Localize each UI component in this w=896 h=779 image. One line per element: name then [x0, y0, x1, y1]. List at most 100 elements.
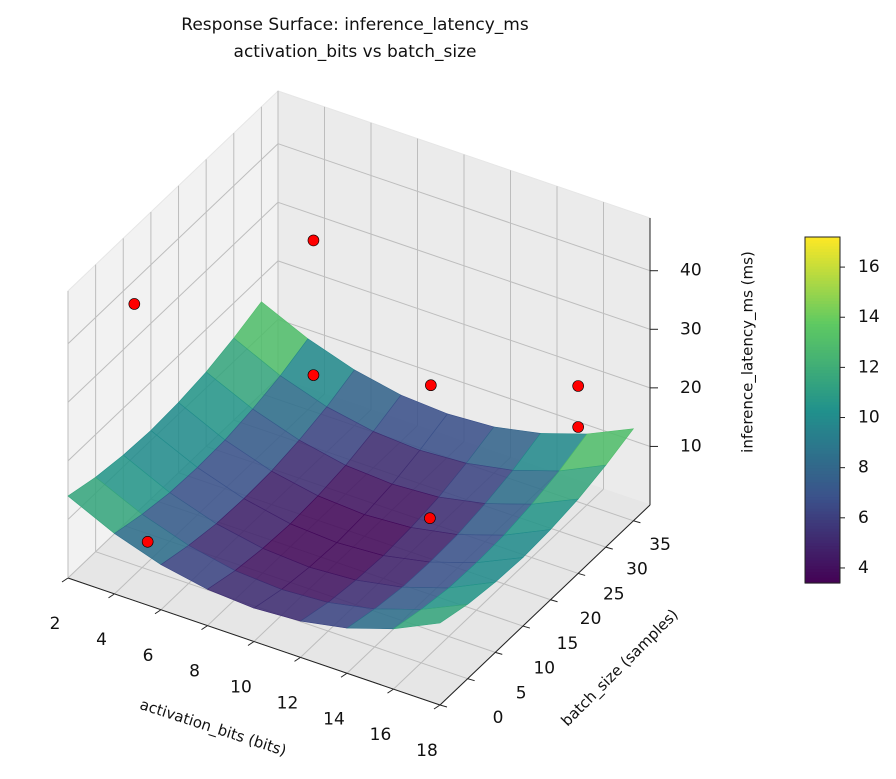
axis-line — [439, 504, 651, 706]
colorbar-cell — [805, 366, 840, 371]
y-tick-label: 10 — [533, 659, 555, 679]
colorbar-cell — [805, 487, 840, 492]
colorbar-cell — [805, 300, 840, 304]
y-tick — [495, 651, 503, 655]
colorbar-cell — [805, 314, 840, 319]
colorbar-cell — [805, 309, 840, 313]
colorbar-cell — [805, 372, 840, 376]
colorbar-cell — [805, 557, 840, 561]
colorbar-cell — [805, 384, 840, 388]
colorbar-cell — [805, 493, 840, 498]
colorbar-cell — [805, 522, 840, 526]
colorbar-cell — [805, 360, 840, 365]
colorbar-cell — [805, 536, 840, 541]
colorbar-cell — [805, 288, 840, 293]
colorbar-cell — [805, 349, 840, 353]
colorbar-cell — [805, 340, 840, 345]
colorbar-cell — [805, 245, 840, 250]
colorbar-cell — [805, 548, 840, 552]
colorbar-cell — [805, 470, 840, 475]
x-tick — [387, 688, 394, 694]
colorbar-cell — [805, 271, 840, 276]
colorbar-cell — [805, 265, 840, 270]
y-tick — [633, 520, 641, 524]
colorbar-cell — [805, 242, 840, 247]
grid-line — [277, 201, 651, 330]
y-axis-label: batch_size (samples) — [558, 606, 683, 731]
z-tick-label: 10 — [680, 436, 702, 456]
colorbar-tick-label: 14 — [858, 307, 880, 327]
y-tick-label: 15 — [557, 634, 579, 654]
x-tick — [61, 577, 69, 583]
colorbar-cell — [805, 326, 840, 330]
colorbar-cell — [805, 459, 840, 463]
colorbar-cell — [805, 476, 840, 480]
colorbar-cell — [805, 323, 840, 327]
x-tick — [340, 672, 348, 678]
y-tick-label: 35 — [649, 535, 671, 555]
colorbar-cell — [805, 303, 840, 307]
colorbar-cell — [805, 447, 840, 451]
colorbar-cell — [805, 427, 840, 431]
colorbar-cell — [805, 237, 840, 241]
data-point — [572, 380, 584, 392]
colorbar-cell — [805, 444, 840, 449]
z-tick-label: 40 — [680, 261, 702, 281]
colorbar-cell — [805, 407, 840, 411]
colorbar-cell — [805, 398, 840, 402]
colorbar-cell — [805, 450, 840, 454]
colorbar-cell — [805, 369, 840, 374]
colorbar-cell — [805, 381, 840, 385]
colorbar-cell — [805, 531, 840, 535]
data-point — [307, 234, 320, 247]
colorbar-cell — [805, 533, 840, 538]
grid-line — [67, 201, 279, 403]
y-tick — [605, 546, 613, 550]
colorbar-cell — [805, 519, 840, 524]
colorbar-cell — [805, 415, 840, 420]
colorbar-cell — [805, 473, 840, 477]
colorbar-cell — [805, 274, 840, 278]
colorbar-cell — [805, 410, 840, 414]
colorbar-cell — [805, 358, 840, 362]
colorbar-cell — [805, 363, 840, 368]
x-tick — [294, 656, 301, 662]
data-point — [307, 369, 320, 381]
colorbar-cell — [805, 467, 840, 472]
colorbar-cell — [805, 435, 840, 440]
data-point — [572, 421, 584, 433]
colorbar-cell — [805, 571, 840, 575]
colorbar-cell — [805, 268, 840, 273]
x-axis-label: activation_bits (bits) — [137, 695, 288, 760]
colorbar-cell — [805, 539, 840, 544]
colorbar-cell — [805, 317, 840, 322]
colorbar-cell — [805, 542, 840, 547]
colorbar-tick-label: 12 — [858, 357, 880, 377]
y-tick-label: 5 — [516, 683, 527, 703]
colorbar-cell — [805, 280, 840, 284]
x-tick-label: 12 — [277, 693, 299, 713]
colorbar-cell — [805, 378, 840, 382]
colorbar-cell — [805, 386, 840, 391]
chart-title: Response Surface: inference_latency_ms — [181, 15, 529, 35]
colorbar-tick-label: 16 — [858, 257, 880, 277]
colorbar-cell — [805, 291, 840, 296]
grid-line — [277, 260, 651, 389]
grid-line — [67, 260, 279, 462]
colorbar-cell — [805, 332, 840, 336]
grid-line — [277, 318, 651, 447]
colorbar-cell — [805, 337, 840, 342]
colorbar-cell — [805, 375, 840, 379]
colorbar-cell — [805, 430, 840, 434]
colorbar-cell — [805, 484, 840, 489]
colorbar-cell — [805, 389, 840, 394]
colorbar-cell — [805, 257, 840, 261]
y-tick-label: 30 — [626, 560, 648, 580]
colorbar-cell — [805, 294, 840, 299]
colorbar-cell — [805, 577, 840, 581]
colorbar-tick-label: 6 — [858, 508, 869, 528]
x-tick-label: 4 — [96, 630, 107, 650]
x-tick-label: 16 — [370, 725, 392, 745]
y-tick-label: 20 — [580, 609, 602, 629]
